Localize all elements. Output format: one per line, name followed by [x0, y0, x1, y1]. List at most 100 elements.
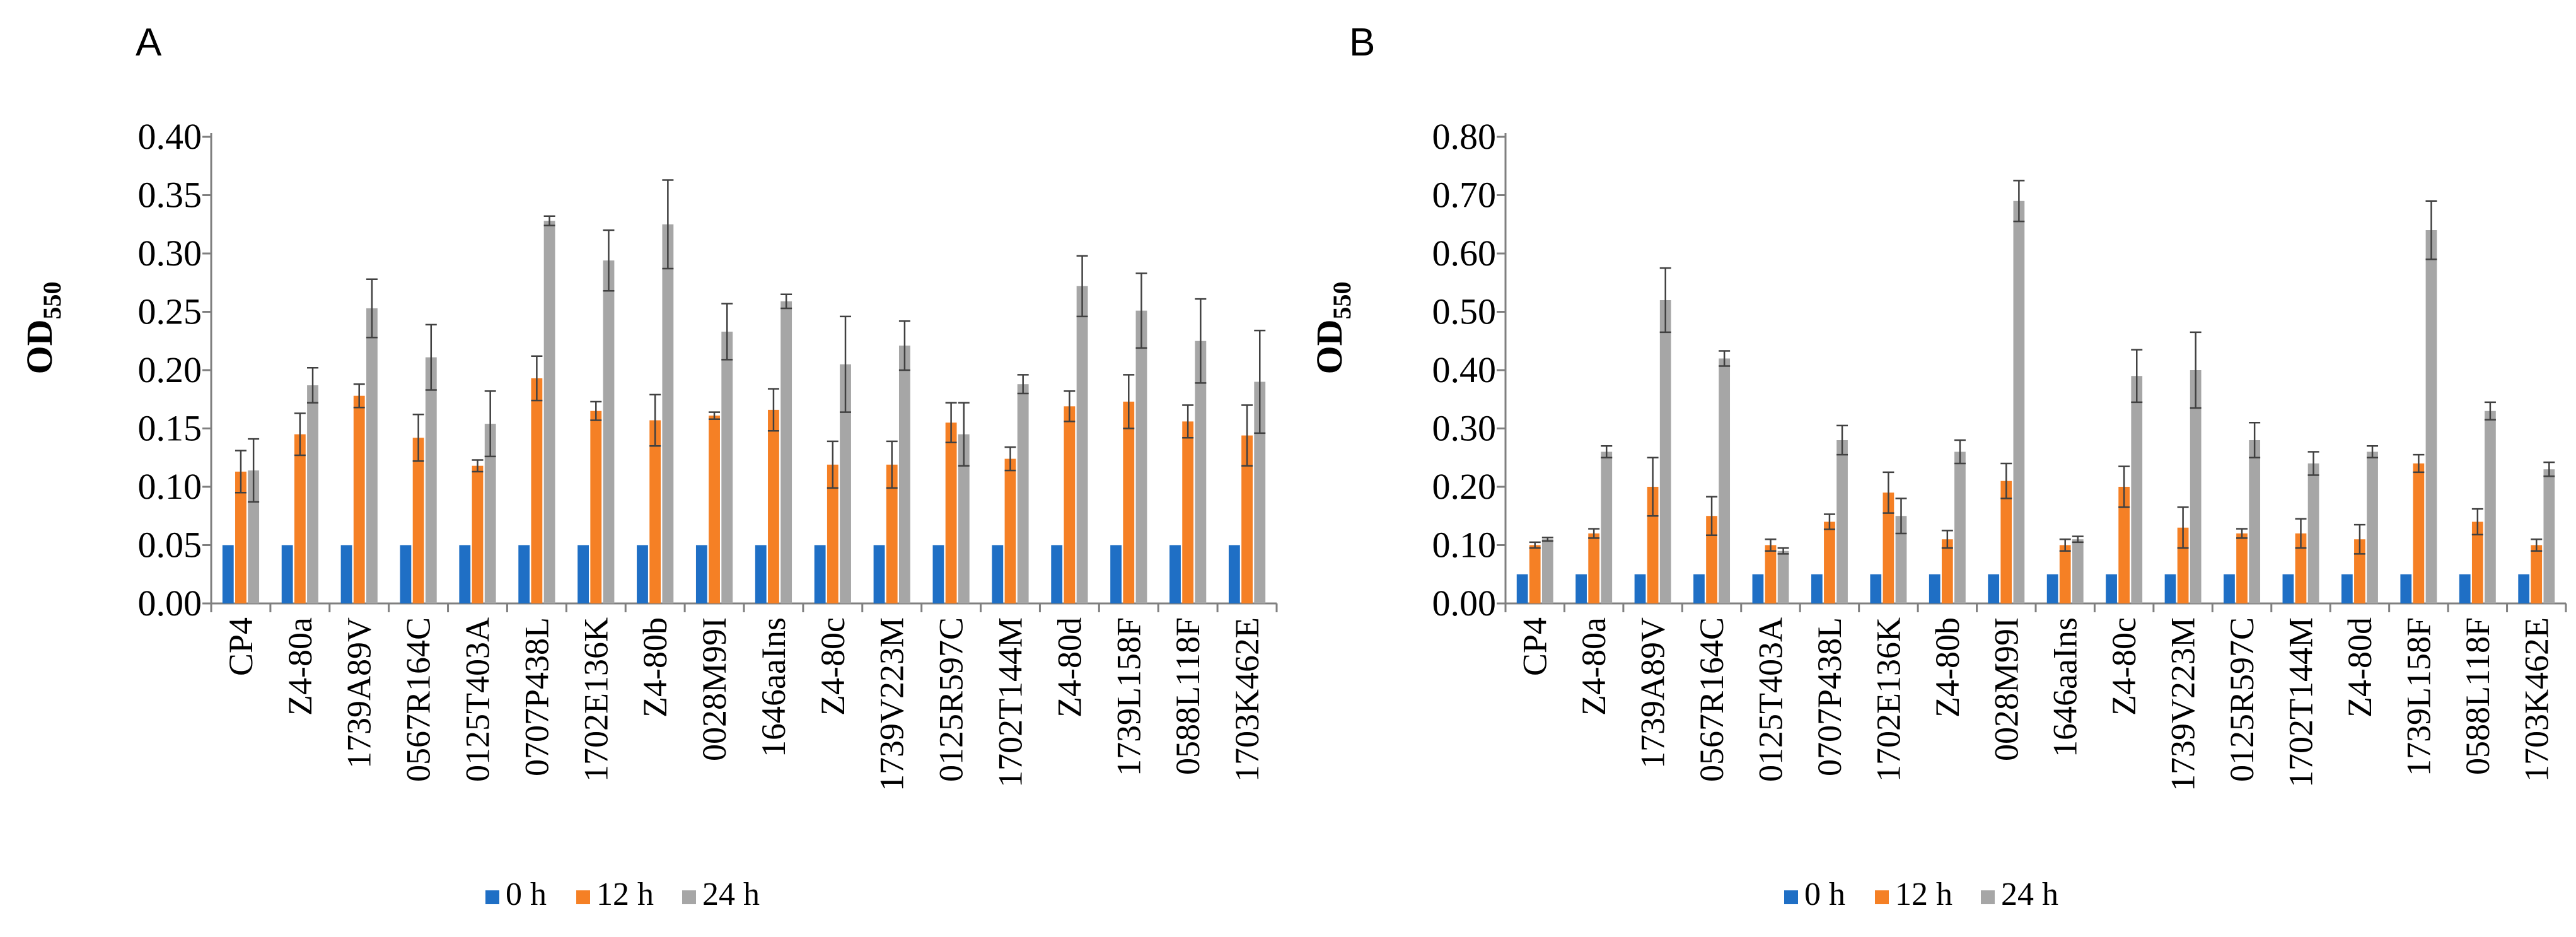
panel-b-bar-0h	[2282, 574, 2294, 603]
panel-a-bar-24h	[307, 385, 318, 603]
panel-a-error-bar	[1195, 298, 1207, 384]
panel-a-y-tick-label: 0.10	[138, 466, 202, 507]
panel-a-bar-12h	[412, 438, 424, 603]
panel-b-bar-12h	[2236, 533, 2248, 603]
panel-a-bar-0h	[755, 545, 767, 603]
panel-b-error-bar	[1601, 445, 1613, 458]
panel-a-bar-12h	[1182, 421, 1194, 603]
panel-b-error-bar	[1706, 496, 1718, 537]
panel-a-error-bar	[1064, 390, 1076, 422]
panel-b-bar-0h	[2459, 574, 2471, 603]
panel-a-letter: A	[136, 21, 162, 64]
panel-b-bar-0h	[1693, 574, 1705, 603]
panel-a-category-label: Z4-80d	[1050, 617, 1088, 718]
panel-b-bar-24h	[1895, 516, 1907, 603]
panel-b-category-label: 0588L118F	[2459, 617, 2497, 775]
panel-a-category-label: CP4	[222, 617, 260, 676]
panel-b-error-bar	[1941, 530, 1953, 549]
panel-b-error-bar	[2131, 349, 2143, 404]
panel-b-bar-12h	[1529, 545, 1541, 603]
panel-b: B OD550 0.00 0.10 0.20 0.30 0.40 0.50 0.60 0.70…	[1309, 21, 2567, 912]
panel-a-category-label: 0588L118F	[1169, 617, 1207, 775]
panel-b-bar-24h	[2485, 410, 2496, 603]
panel-b-error-bar	[2295, 518, 2307, 549]
panel-a-bar-12h	[472, 465, 484, 603]
panel-a-error-bar	[248, 438, 260, 503]
panel-a-error-bar	[1182, 404, 1194, 439]
panel-a-bar-12h	[1241, 435, 1253, 603]
panel-b-y-tick-label: 0.10	[1432, 525, 1497, 566]
panel-b-bar-12h	[2059, 545, 2071, 603]
panel-a-error-bar	[472, 459, 484, 473]
panel-b-error-bar	[1647, 457, 1659, 517]
panel-a-error-bar	[709, 411, 721, 420]
panel-b-bar-24h	[2190, 370, 2202, 603]
panel-a-error-bar	[721, 303, 733, 361]
panel-b-bar-0h	[2164, 574, 2176, 603]
panel-a-error-bar	[1004, 446, 1016, 472]
panel-b-bar-0h	[1634, 574, 1646, 603]
panel-a-y-tick-label: 0.40	[138, 116, 202, 157]
panel-a-error-bar	[412, 414, 424, 462]
panel-a-bar-0h	[281, 545, 293, 603]
panel-b-bar-0h	[2518, 574, 2530, 603]
panel-b-bar-12h	[1883, 492, 1894, 603]
panel-a-bar-24h	[543, 221, 555, 603]
panel-b-error-bar	[1765, 538, 1777, 552]
panel-a-bar-12h	[886, 464, 898, 603]
panel-b-category-label: Z4-80b	[1929, 617, 1966, 718]
panel-b-category-label: Z4-80a	[1575, 617, 1613, 716]
panel-b-y-axis-label: OD550	[1309, 282, 1356, 375]
panel-b-bar-0h	[1752, 574, 1764, 603]
panel-a-bar-12h	[768, 409, 779, 603]
panel-b-bar-0h	[2046, 574, 2058, 603]
panel-a-y-tick-label: 0.15	[138, 408, 202, 449]
panel-a-bar-24h	[248, 470, 260, 603]
panel-a-error-bar	[827, 440, 838, 489]
panel-a-error-bar	[590, 400, 602, 421]
panel-b-bar-12h	[1824, 521, 1835, 603]
panel-b-error-bar	[2367, 445, 2379, 458]
panel-a-error-bar	[1123, 374, 1135, 429]
panel-b-bar-12h	[2000, 480, 2012, 603]
panel-b-bar-24h	[1777, 550, 1789, 603]
panel-a-bar-24h	[780, 301, 792, 603]
panel-a-bar-0h	[814, 545, 826, 603]
panel-a-error-bar	[662, 179, 674, 270]
panel-b-bar-24h	[1954, 451, 1966, 603]
panel-b-bar-12h	[2295, 533, 2307, 603]
panel-a-bar-24h	[366, 308, 378, 603]
panel-a-bar-12h	[294, 434, 306, 603]
panel-b-category-label: 1739V223M	[2164, 617, 2202, 791]
panel-a-bar-0h	[459, 545, 471, 603]
panel-b-bar-0h	[1988, 574, 2000, 603]
panel-b-bar-12h	[1588, 533, 1600, 603]
panel-a-bar-12h	[1123, 401, 1135, 603]
panel-a-bar-24h	[425, 357, 437, 603]
panel-b-legend-swatch	[1875, 890, 1889, 904]
panel-b-category-label: 0707P438L	[1811, 617, 1848, 776]
panel-b-error-bar	[2013, 180, 2025, 223]
panel-a-y-tick-label: 0.00	[138, 583, 202, 624]
panel-a-legend-swatch	[485, 890, 499, 904]
panel-b-error-bar	[2000, 462, 2012, 499]
panel-a-bar-0h	[1169, 545, 1181, 603]
panel-a-category-label: Z4-80c	[814, 617, 852, 716]
panel-a-error-bar	[307, 367, 319, 404]
panel-b-category-label: 0567R164C	[1693, 617, 1731, 782]
panel-b-bar-0h	[2341, 574, 2353, 603]
panel-a-bar-12h	[590, 410, 602, 603]
panel-b-bar-24h	[2013, 201, 2025, 603]
panel-a-error-bar	[353, 383, 365, 409]
panel-a-bar-12h	[709, 416, 720, 603]
panel-a-error-bar	[767, 388, 779, 432]
panel-a-error-bar	[1076, 255, 1088, 318]
panel-a-bar-0h	[340, 545, 352, 603]
panel-b-error-bar	[2353, 523, 2365, 555]
panel-a-bar-0h	[1110, 545, 1122, 603]
panel-b-error-bar	[1588, 528, 1600, 539]
panel-b-error-bar	[1659, 267, 1671, 334]
panel-b-error-bar	[1883, 471, 1894, 514]
panel-b-category-label: 0125R597C	[2223, 617, 2261, 782]
